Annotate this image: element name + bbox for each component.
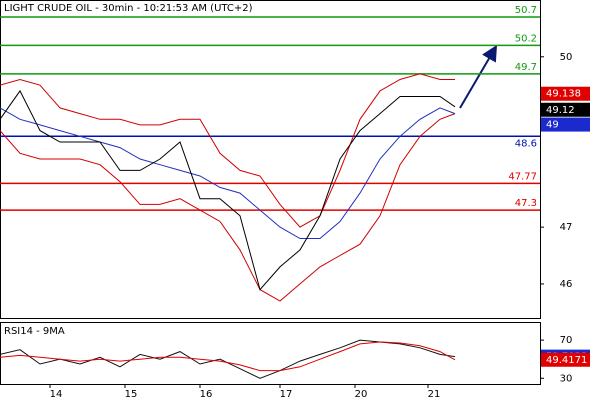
last-value: 49.4171 — [546, 355, 587, 366]
price-label-box — [541, 86, 590, 101]
level-label: 47.77 — [508, 171, 537, 182]
x-tick-label: 20 — [355, 389, 368, 400]
last-value-box — [541, 117, 590, 132]
y-tick-label: 47 — [560, 222, 573, 233]
last-value: 49 — [546, 120, 559, 131]
trend-arrow — [459, 44, 498, 109]
y-tick-label: 70 — [560, 335, 573, 346]
price-label: 49.138 — [546, 89, 581, 100]
series-line — [0, 107, 456, 239]
series-line — [0, 339, 456, 379]
plot-frame — [0, 322, 541, 385]
x-tick-label: 14 — [50, 389, 63, 400]
series-line — [0, 113, 456, 302]
level-label: 47.3 — [515, 198, 537, 209]
level-label: 50.2 — [515, 33, 537, 44]
x-tick-label: 21 — [428, 389, 441, 400]
last-value-box — [541, 102, 590, 117]
last-value: 49.12 — [546, 105, 575, 116]
chart-title: LIGHT CRUDE OIL - 30min - 10:21:53 AM (U… — [4, 3, 253, 14]
rsi-title: RSI14 - 9MA — [4, 326, 65, 337]
series-line — [0, 341, 456, 372]
plot-frame — [0, 0, 541, 319]
y-tick-label: 50 — [560, 52, 573, 63]
x-tick-label: 15 — [125, 389, 138, 400]
level-label: 50.7 — [515, 5, 537, 16]
series-line — [0, 73, 455, 228]
x-tick-label: 17 — [280, 389, 293, 400]
level-label: 49.7 — [515, 62, 537, 73]
y-tick-label: 46 — [560, 279, 573, 290]
level-label: 48.6 — [515, 138, 537, 149]
x-tick-label: 16 — [200, 389, 213, 400]
y-tick-label: 30 — [560, 373, 573, 384]
series-line — [0, 89, 456, 291]
last-value-box — [541, 352, 590, 367]
